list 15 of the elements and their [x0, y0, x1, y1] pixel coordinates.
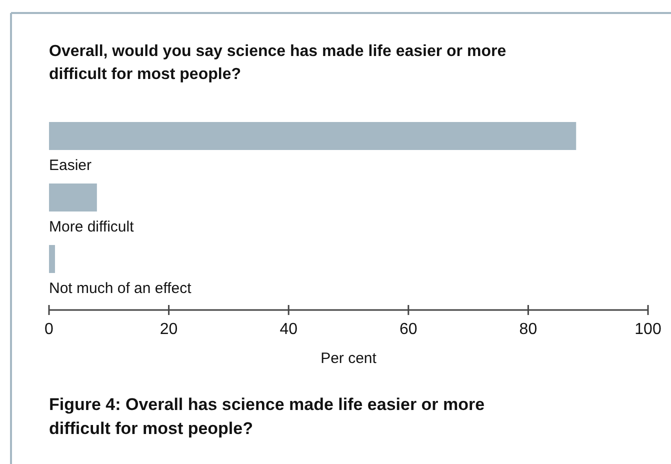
x-tick-label: 0: [44, 321, 54, 338]
x-tick-label: 60: [400, 321, 418, 338]
y-tick-label: Not much of an effect: [49, 280, 192, 297]
x-axis-title: Per cent: [320, 350, 378, 367]
bar: [49, 245, 55, 273]
x-tick-label: 100: [634, 321, 662, 338]
chart-title: Overall, would you say science has made life easier or more difficult for most people?: [49, 43, 506, 83]
y-tick-label: More difficult: [49, 218, 135, 236]
bar: [49, 184, 97, 212]
y-tick-label: Easier: [49, 157, 92, 174]
x-tick-label: 20: [160, 321, 178, 338]
bar: [49, 122, 576, 150]
caption: Figure 4: Overall has science made life easier or more difficult for most people?: [49, 395, 485, 438]
x-tick-label: 80: [519, 321, 538, 338]
x-tick-label: 40: [280, 321, 298, 338]
